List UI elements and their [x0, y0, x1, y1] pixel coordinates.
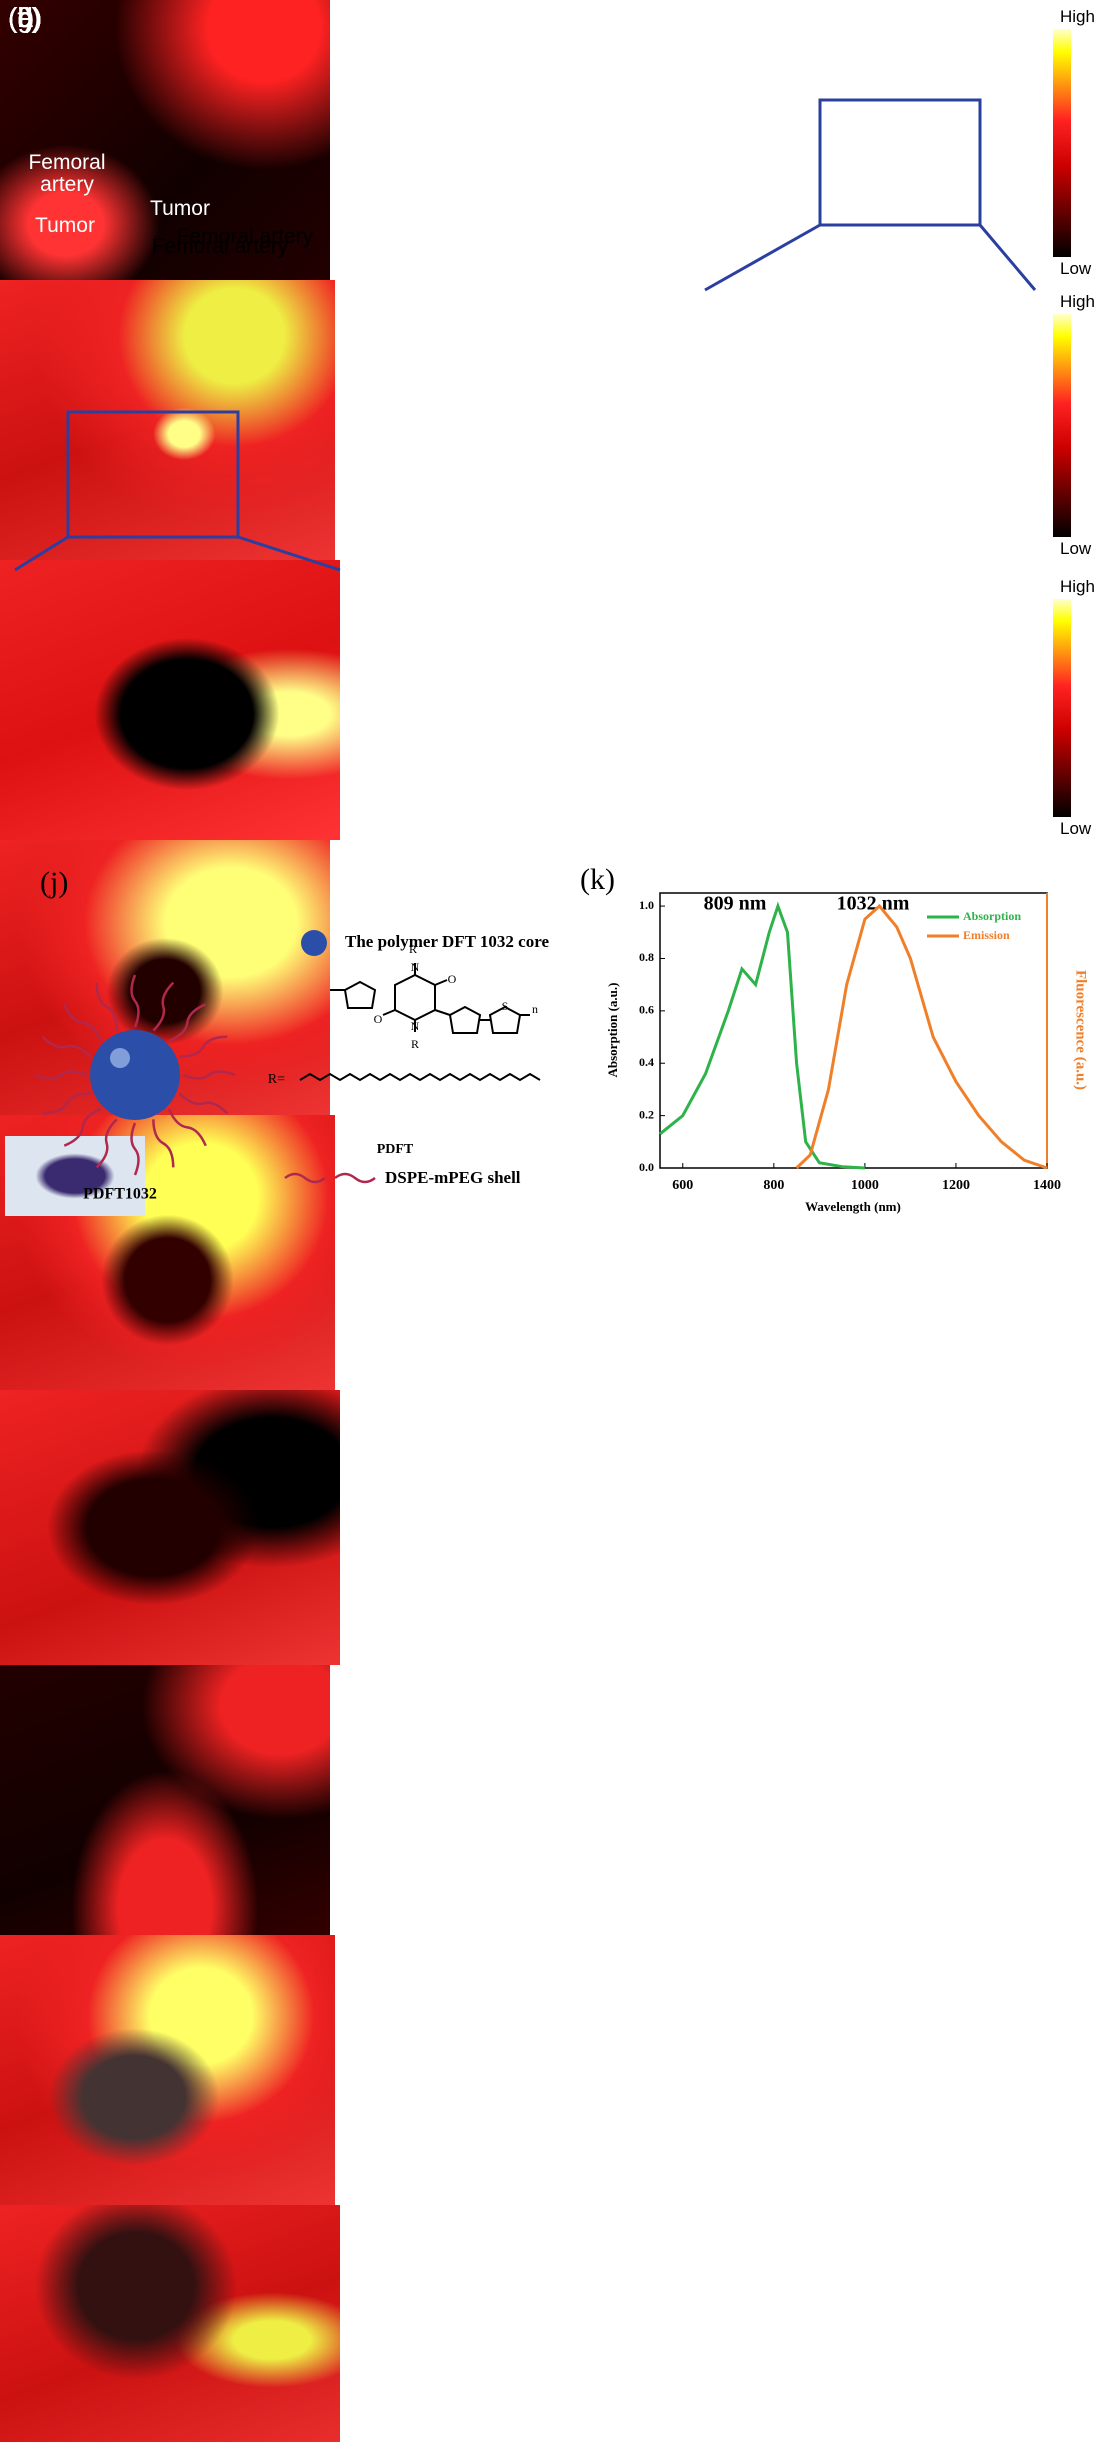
chemical-structure: [300, 963, 540, 1080]
shell-chain: [153, 1119, 173, 1167]
atom: n: [532, 1002, 538, 1016]
peak-annotation: 809 nm: [704, 893, 767, 915]
shell-chain: [179, 1093, 227, 1113]
shell-legend: DSPE-mPEG shell: [385, 1168, 521, 1187]
y-tick-label: 1.0: [639, 898, 654, 912]
x-tick-label: 800: [763, 1178, 784, 1193]
atom: O: [374, 1012, 383, 1026]
atom: N: [411, 1019, 420, 1033]
y-tick-label: 0.2: [639, 1107, 654, 1121]
image-panel: (h): [0, 1935, 335, 2205]
shell-chain: [35, 1072, 87, 1079]
y-tick-label: 0.8: [639, 950, 654, 964]
particle-core: [90, 1030, 180, 1120]
shell-chain: [153, 983, 173, 1031]
structure-name: PDFT: [377, 1142, 414, 1157]
panel-label: (j): [40, 866, 68, 899]
y-tick-label: 0.4: [639, 1055, 654, 1069]
core-legend-icon: [301, 930, 327, 956]
shell-chain: [179, 1037, 227, 1057]
atom: N: [411, 960, 420, 974]
core-legend: The polymer DFT 1032 core: [345, 932, 549, 951]
r-group: R=: [268, 1072, 285, 1087]
y2-axis-label: Fluorescence (a.u.): [1073, 970, 1089, 1090]
legend-label: Absorption: [963, 909, 1021, 923]
atom: R: [409, 942, 417, 956]
page: (a)Femoral arteryTumor(b)TumorFemoral ar…: [0, 0, 1111, 1221]
x-tick-label: 1200: [942, 1178, 970, 1193]
particle-highlight: [110, 1048, 130, 1068]
atom: O: [448, 972, 457, 986]
atom: R: [411, 1037, 419, 1051]
x-axis-label: Wavelength (nm): [805, 1199, 901, 1214]
shell-legend-icon: [285, 1174, 375, 1182]
particle-name: PDFT1032: [83, 1186, 157, 1203]
shell-chain: [132, 1123, 139, 1175]
shell-chain: [64, 1109, 101, 1146]
shell-chain: [169, 1004, 206, 1041]
image-panel: (i): [0, 2205, 340, 2442]
shell-chain: [169, 1109, 206, 1146]
atom: S: [502, 999, 509, 1013]
x-tick-label: 1000: [851, 1178, 879, 1193]
image-panel: (f): [0, 1390, 340, 1665]
x-tick-label: 600: [672, 1178, 693, 1193]
x-tick-label: 1400: [1033, 1178, 1061, 1193]
zoom-box: [820, 100, 980, 225]
shell-chain: [64, 1004, 101, 1041]
shell-chain: [43, 1037, 91, 1057]
legend-label: Emission: [963, 928, 1010, 942]
zoom-lines: [15, 225, 1035, 570]
panel-label: (k): [580, 863, 615, 896]
y-tick-label: 0.6: [639, 1003, 654, 1017]
y-tick-label: 0.0: [639, 1160, 654, 1174]
series-line: [660, 906, 865, 1168]
zoom-box: [68, 412, 238, 537]
image-panel: (g): [0, 1665, 330, 1935]
shell-chain: [43, 1093, 91, 1113]
shell-chain: [183, 1072, 235, 1079]
shell-chain: [97, 983, 117, 1031]
series-line: [797, 906, 1047, 1168]
figure-overlay: (k) Wavelength (nm) Absorption (a.u.) Fl…: [0, 0, 1111, 1221]
shell-chain: [97, 1119, 117, 1167]
shell-chain: [132, 975, 139, 1027]
y-axis-label: Absorption (a.u.): [605, 983, 620, 1078]
